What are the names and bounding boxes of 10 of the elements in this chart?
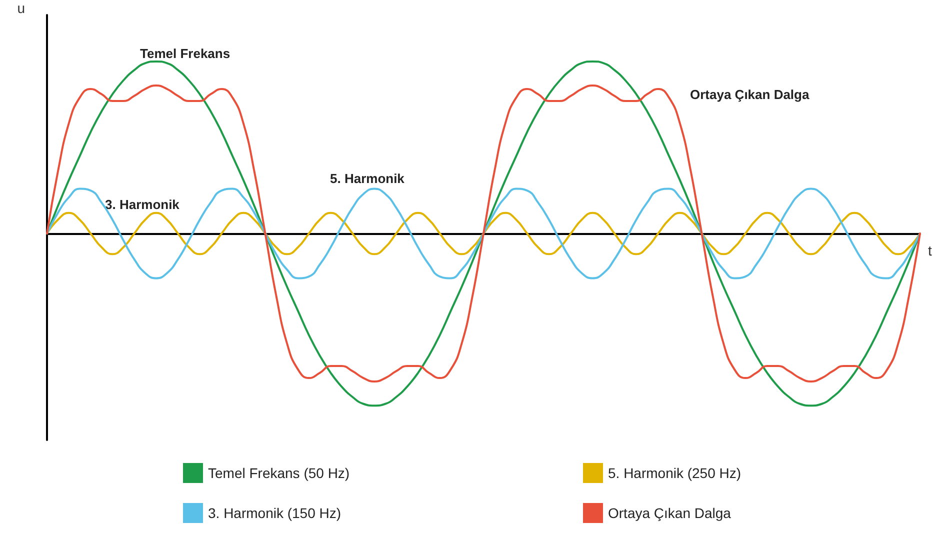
legend-label: 5. Harmonik (250 Hz): [608, 465, 742, 481]
y-axis-title: u: [17, 0, 25, 16]
annotation: 5. Harmonik: [330, 171, 406, 186]
legend-label: Ortaya Çıkan Dalga: [608, 505, 732, 521]
annotation: 3. Harmonik: [105, 197, 180, 212]
annotation: Ortaya Çıkan Dalga: [690, 87, 810, 102]
text: Temel Frekans: [140, 46, 230, 61]
legend-label: 3. Harmonik (150 Hz): [208, 505, 342, 521]
legend-label: Temel Frekans (50 Hz): [208, 465, 350, 481]
x-axis-title: t: [928, 242, 932, 259]
